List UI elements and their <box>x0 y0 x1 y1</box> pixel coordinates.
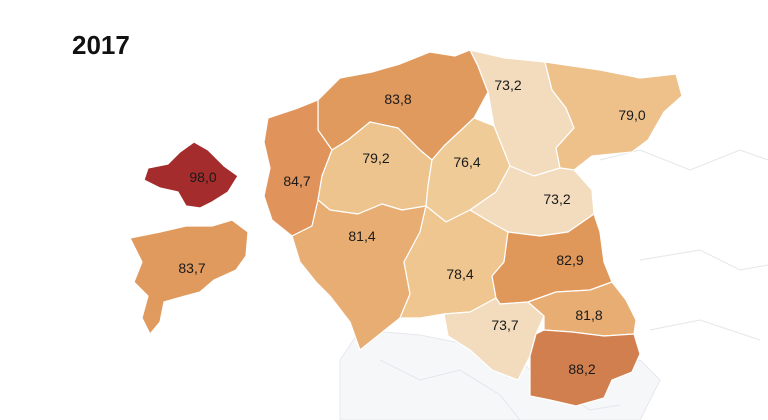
label-ida-viru: 79,0 <box>618 107 645 123</box>
region-saare[interactable] <box>129 219 249 335</box>
label-valga: 73,7 <box>491 317 518 333</box>
label-tartu: 82,9 <box>556 252 583 268</box>
label-viljandi: 78,4 <box>446 266 473 282</box>
region-labels: 83,8 73,2 79,0 98,0 84,7 79,2 76,4 73,2 … <box>178 77 645 377</box>
label-harju: 83,8 <box>384 91 411 107</box>
label-jogeva: 73,2 <box>543 191 570 207</box>
label-laane: 84,7 <box>283 173 310 189</box>
region-polva[interactable] <box>527 281 637 337</box>
label-rapla: 79,2 <box>362 150 389 166</box>
county-shapes <box>129 49 683 407</box>
region-ida-viru[interactable] <box>544 61 683 171</box>
label-saare: 83,7 <box>178 260 205 276</box>
label-jarva: 76,4 <box>453 154 480 170</box>
region-hiiu[interactable] <box>143 141 239 209</box>
label-polva: 81,8 <box>575 307 602 323</box>
map-title: 2017 <box>72 30 130 60</box>
label-parnu: 81,4 <box>348 228 375 244</box>
label-laane-viru: 73,2 <box>494 77 521 93</box>
label-voru: 88,2 <box>568 361 595 377</box>
label-hiiu: 98,0 <box>189 169 216 185</box>
region-voru[interactable] <box>529 329 641 407</box>
